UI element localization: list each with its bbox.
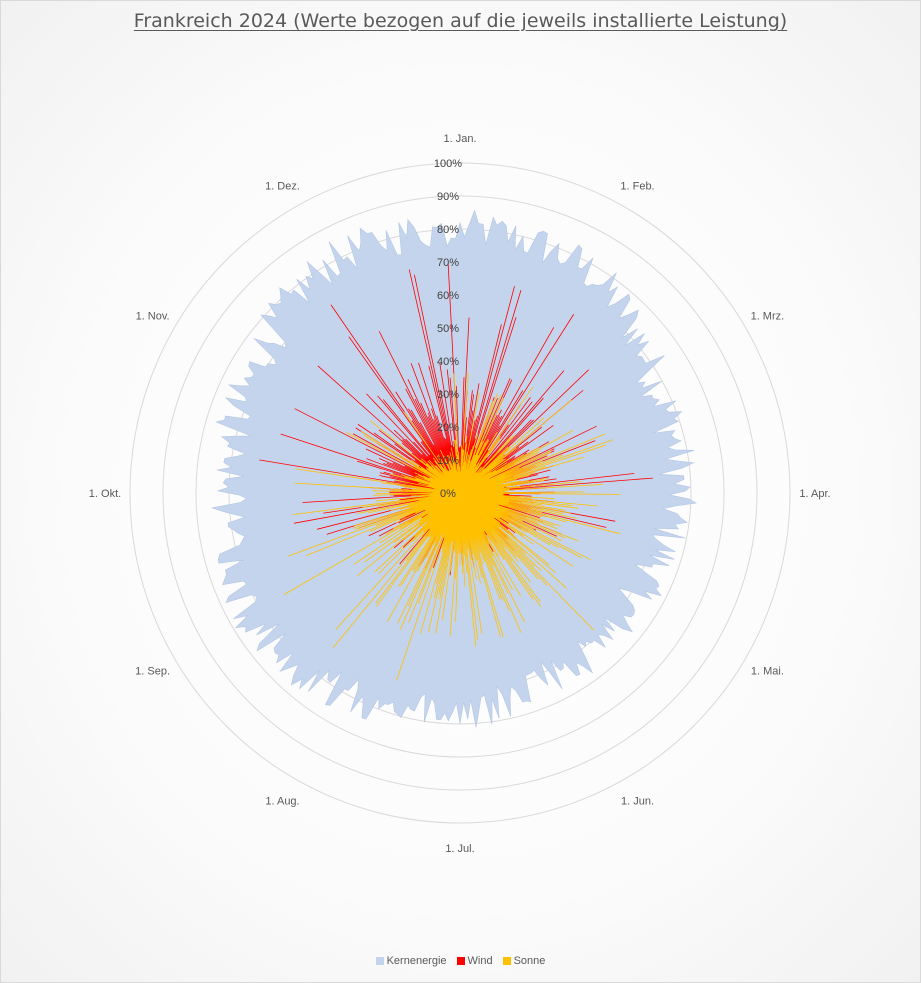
radial-tick-label: 80% — [437, 224, 459, 236]
month-label: 1. Feb. — [620, 181, 654, 193]
chart-title: Frankreich 2024 (Werte bezogen auf die j… — [133, 10, 788, 32]
month-label: 1. Okt. — [89, 488, 121, 500]
month-label: 1. Nov. — [136, 311, 170, 323]
grid-ring — [129, 162, 791, 824]
month-label: 1. Mai. — [751, 666, 784, 678]
radial-tick-label: 100% — [434, 158, 462, 170]
grid-ring — [162, 195, 758, 791]
legend-label: Sonne — [513, 955, 546, 967]
month-label: 1. Sep. — [135, 666, 170, 678]
legend-item-sonne[interactable]: Sonne — [502, 955, 546, 967]
legend-label: Wind — [467, 955, 493, 967]
radial-tick-label: 10% — [437, 455, 459, 467]
month-label: 1. Jun. — [621, 795, 654, 807]
legend-item-kernenergie[interactable]: Kernenergie — [375, 955, 447, 967]
month-labels: 1. Jan. 1. Feb. 1. Mrz. 1. Apr. 1. Mai. 1. Ju… — [89, 133, 831, 855]
radial-tick-label: 30% — [437, 389, 459, 401]
radial-tick-label: 60% — [437, 290, 459, 302]
month-label: 1. Dez. — [265, 181, 300, 193]
radial-tick-label: 70% — [437, 257, 459, 269]
legend-swatch-wind — [456, 957, 465, 965]
month-label: 1. Apr. — [799, 488, 830, 500]
month-label: 1. Mrz. — [751, 311, 785, 323]
legend-swatch-sonne — [502, 957, 511, 965]
radial-tick-label: 0% — [440, 488, 456, 500]
series-sonne — [284, 372, 621, 681]
legend-swatch-kernenergie — [375, 957, 384, 965]
month-label: 1. Jul. — [445, 843, 474, 855]
radial-tick-labels: 0% 10% 20% 30% 40% 50% 60% 70% 80% 90% 100% — [434, 158, 462, 500]
legend-label: Kernenergie — [386, 955, 447, 967]
month-label: 1. Aug. — [265, 795, 299, 807]
radial-tick-label: 40% — [437, 356, 459, 368]
sonne-spikes — [284, 372, 621, 681]
legend: Kernenergie Wind Sonne — [0, 955, 921, 967]
month-label: 1. Jan. — [443, 133, 476, 145]
legend-item-wind[interactable]: Wind — [456, 955, 493, 967]
radial-tick-label: 50% — [437, 323, 459, 335]
radial-tick-label: 90% — [437, 191, 459, 203]
radial-tick-label: 20% — [437, 422, 459, 434]
